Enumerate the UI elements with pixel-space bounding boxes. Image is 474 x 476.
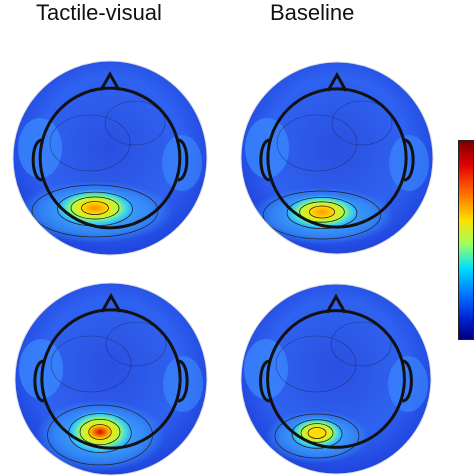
contour-line bbox=[81, 201, 109, 215]
contour-line bbox=[262, 190, 382, 240]
contour-line bbox=[104, 100, 166, 146]
contour-line bbox=[79, 418, 121, 446]
contour-line bbox=[299, 201, 345, 223]
contour-line bbox=[31, 184, 159, 238]
colorbar bbox=[458, 140, 474, 340]
edge-patch bbox=[389, 135, 429, 191]
contour-line bbox=[307, 427, 327, 439]
activation-hotspot bbox=[285, 195, 359, 229]
contour-line bbox=[300, 423, 334, 443]
contour-line bbox=[331, 100, 393, 146]
contour-line bbox=[88, 424, 112, 440]
head-outline bbox=[259, 71, 415, 229]
contour-line bbox=[105, 321, 167, 367]
topomap-tactile-visual-top bbox=[12, 60, 208, 256]
edge-patch bbox=[245, 118, 289, 178]
contour-line bbox=[330, 321, 392, 367]
edge-patch bbox=[388, 356, 428, 412]
topomap-baseline-bottom bbox=[240, 283, 432, 475]
topomap-baseline-top bbox=[240, 61, 434, 255]
contour-line bbox=[286, 196, 358, 229]
contour-line bbox=[291, 419, 343, 449]
contour-line bbox=[49, 114, 131, 172]
edge-patch bbox=[244, 339, 288, 399]
contour-line bbox=[70, 196, 120, 220]
edge-patch bbox=[19, 339, 63, 399]
contour-line bbox=[309, 205, 336, 219]
contour-line bbox=[274, 413, 360, 459]
column-title-baseline: Baseline bbox=[270, 0, 355, 25]
contour-line bbox=[50, 335, 132, 393]
contour-line bbox=[275, 335, 357, 393]
contour-line bbox=[276, 114, 358, 172]
head-outline bbox=[259, 293, 413, 449]
map-border bbox=[12, 60, 208, 256]
edge-patch bbox=[162, 135, 202, 191]
activation-hotspot bbox=[56, 189, 134, 227]
head-outline bbox=[33, 292, 189, 450]
topomap-tactile-visual-bottom bbox=[14, 282, 208, 476]
head-outline bbox=[31, 71, 189, 230]
map-border bbox=[240, 61, 434, 255]
column-title-tactile-visual: Tactile-visual bbox=[36, 0, 162, 25]
edge-patch bbox=[163, 356, 203, 412]
